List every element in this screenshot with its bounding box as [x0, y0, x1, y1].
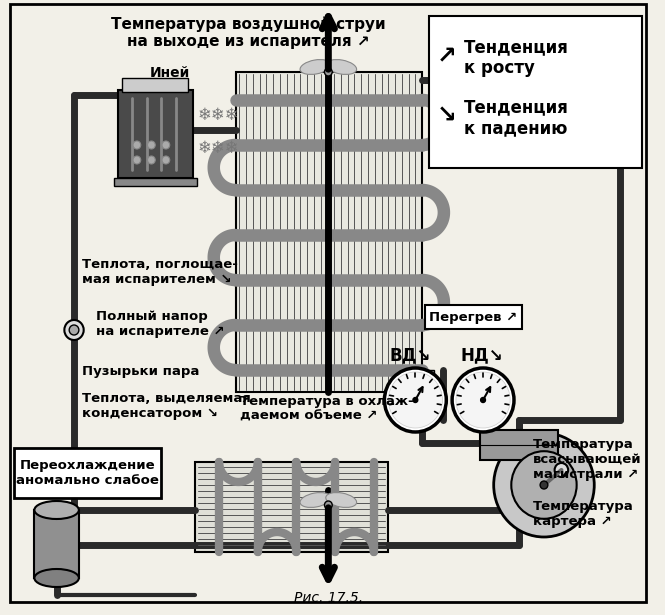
Text: ❄❄❄: ❄❄❄ [198, 139, 239, 157]
Circle shape [69, 325, 79, 335]
Bar [14, 448, 161, 498]
Bar [35, 510, 79, 578]
Circle shape [481, 397, 485, 402]
Circle shape [162, 141, 170, 149]
Bar [114, 178, 197, 186]
Circle shape [133, 141, 141, 149]
Ellipse shape [326, 60, 356, 74]
Text: ВД↘: ВД↘ [390, 346, 431, 364]
Circle shape [388, 372, 442, 428]
Text: Пузырьки пара: Пузырьки пара [82, 365, 199, 378]
Circle shape [325, 501, 332, 509]
Text: Теплота, выделяемая
конденсатором ↘: Теплота, выделяемая конденсатором ↘ [82, 392, 251, 420]
Ellipse shape [326, 493, 356, 507]
Circle shape [148, 156, 155, 164]
Ellipse shape [300, 493, 331, 507]
Text: Температура
всасывающей
магистрали ↗: Температура всасывающей магистрали ↗ [533, 438, 642, 481]
Text: ❄❄❄: ❄❄❄ [198, 106, 239, 124]
Bar [122, 78, 188, 92]
Text: Рис. 17.5.: Рис. 17.5. [294, 591, 363, 605]
Circle shape [133, 156, 141, 164]
Circle shape [555, 463, 568, 477]
Circle shape [493, 433, 595, 537]
Circle shape [384, 368, 446, 432]
Circle shape [540, 481, 548, 489]
Ellipse shape [35, 569, 79, 587]
Text: Иней: Иней [150, 66, 190, 80]
Bar [480, 430, 557, 460]
Bar [118, 90, 193, 178]
Text: Полный напор
на испарителе ↗: Полный напор на испарителе ↗ [96, 310, 225, 338]
Circle shape [65, 320, 84, 340]
Text: Температура в охлаж-
даемом объеме ↗: Температура в охлаж- даемом объеме ↗ [240, 395, 414, 423]
Bar [235, 72, 422, 392]
Bar [195, 462, 388, 552]
Circle shape [413, 397, 418, 402]
Text: Температура
картера ↗: Температура картера ↗ [533, 500, 634, 528]
Ellipse shape [35, 501, 79, 519]
Text: ↗: ↗ [436, 44, 456, 68]
Text: Тенденция
к росту: Тенденция к росту [464, 38, 569, 77]
Ellipse shape [300, 60, 331, 74]
Text: ↘: ↘ [436, 104, 456, 128]
Text: НД↘: НД↘ [461, 346, 503, 364]
Circle shape [452, 368, 514, 432]
Text: Температура воздушной струи
на выходе из испарителя ↗: Температура воздушной струи на выходе из… [111, 16, 386, 49]
Text: Перегрев ↗: Перегрев ↗ [430, 311, 517, 323]
Text: Теплота, поглощае-
мая испарителем ↘: Теплота, поглощае- мая испарителем ↘ [82, 258, 237, 286]
Bar [429, 16, 642, 168]
Bar [425, 305, 522, 329]
Circle shape [162, 156, 170, 164]
Text: Переохлаждение
аномально слабое: Переохлаждение аномально слабое [16, 459, 159, 487]
Circle shape [325, 68, 332, 76]
Bar [422, 370, 434, 380]
Circle shape [456, 372, 510, 428]
Circle shape [148, 141, 155, 149]
Circle shape [511, 451, 577, 519]
Text: Тенденция
к падению: Тенденция к падению [464, 98, 569, 137]
